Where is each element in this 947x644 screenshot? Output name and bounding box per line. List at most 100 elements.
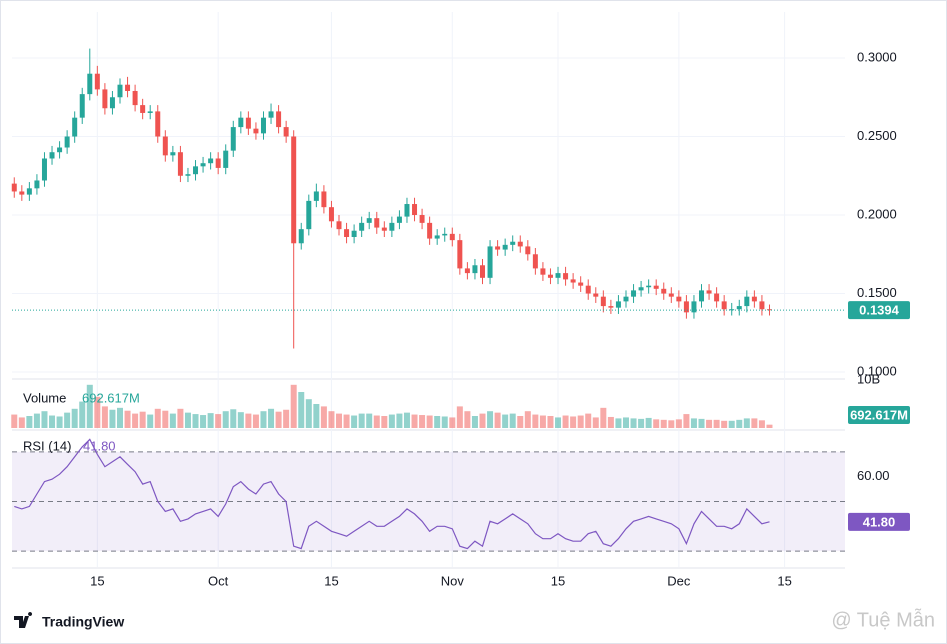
pane-value: 692.617M — [82, 390, 140, 405]
volume-bar — [116, 407, 123, 428]
volume-bar — [358, 413, 365, 428]
candle-body — [532, 254, 538, 269]
volume-bar — [101, 406, 108, 428]
candle-body — [132, 90, 138, 106]
candle-body — [253, 128, 259, 134]
candle-body — [472, 265, 478, 274]
candle-body — [359, 222, 365, 231]
volume-bar — [555, 417, 562, 428]
volume-bar — [64, 412, 71, 428]
candle-body — [502, 244, 508, 250]
candle-body — [336, 221, 342, 230]
candle-body — [276, 111, 282, 128]
volume-bar — [502, 414, 509, 428]
candle-body — [389, 222, 395, 231]
x-tick-label: 15 — [551, 573, 565, 588]
volume-bar — [33, 413, 40, 428]
candle-body — [230, 127, 236, 151]
candle-body — [653, 285, 659, 289]
candle-body — [344, 229, 350, 238]
candle-body — [321, 191, 327, 208]
volume-bar — [328, 411, 335, 428]
volume-bar — [653, 419, 660, 428]
volume-bar — [207, 413, 214, 428]
candle-body — [64, 136, 70, 148]
y-tick-label: 0.2000 — [857, 206, 897, 221]
rsi-label-text: 41.80 — [863, 514, 896, 529]
candle-body — [193, 166, 199, 175]
volume-bar — [71, 408, 78, 428]
last-price-label: 0.1394 — [848, 301, 910, 320]
volume-bar — [766, 424, 773, 428]
volume-bar — [94, 396, 101, 428]
candle-body — [19, 191, 25, 195]
x-tick-label: Nov — [441, 573, 465, 588]
y-tick-label: 0.1000 — [857, 363, 897, 378]
volume-bar — [320, 406, 327, 428]
volume-bar — [18, 417, 25, 428]
volume-label-text: 692.617M — [850, 407, 908, 422]
volume-bar — [132, 413, 139, 428]
candle-body — [94, 73, 100, 90]
candle-body — [683, 301, 689, 313]
logo-text: TradingView — [42, 614, 124, 630]
volume-bar — [683, 414, 690, 428]
x-tick-label: Dec — [667, 573, 691, 588]
y-tick-label: 10B — [857, 371, 880, 386]
volume-bar — [585, 413, 592, 428]
volume-bar — [268, 408, 275, 428]
candle-body — [706, 290, 712, 294]
volume-bar — [562, 415, 569, 428]
candle-body — [517, 241, 523, 247]
candle-body — [585, 285, 591, 294]
rsi-label: 41.80 — [848, 512, 910, 531]
candle-body — [404, 204, 410, 217]
volume-bar — [668, 420, 675, 428]
candle-body — [41, 158, 47, 181]
x-tick-label: 15 — [777, 573, 791, 588]
pane-title: Volume — [23, 390, 66, 405]
volume-bar — [539, 415, 546, 428]
candle-body — [510, 241, 516, 245]
candle-body — [729, 309, 735, 311]
candle-body — [487, 246, 493, 278]
volume-bar — [411, 414, 418, 428]
volume-bar — [434, 416, 441, 428]
volume-bar — [577, 415, 584, 428]
candle-body — [668, 293, 674, 297]
volume-bar — [290, 384, 297, 428]
candle-body — [366, 218, 372, 223]
volume-bar — [403, 412, 410, 428]
volume-label-box — [848, 406, 910, 424]
candle-body — [691, 301, 697, 313]
volume-bar — [230, 409, 237, 428]
candle-body — [140, 105, 146, 113]
candle-body — [34, 180, 40, 189]
x-tick-label: Oct — [208, 573, 229, 588]
candle-body — [11, 183, 17, 192]
last-price-label-box — [848, 301, 910, 320]
volume-bar — [532, 414, 539, 428]
candle-body — [759, 301, 765, 310]
candle-body — [351, 230, 357, 238]
candle-body — [57, 147, 63, 153]
volume-bar — [524, 411, 531, 428]
candle-body — [721, 301, 727, 310]
volume-bar — [215, 414, 222, 428]
volume-bar — [283, 409, 290, 428]
candle-body — [464, 268, 470, 274]
candle-body — [563, 273, 569, 280]
volume-bar — [464, 411, 471, 428]
volume-bar — [147, 414, 154, 428]
volume-bar — [675, 419, 682, 428]
candle-body — [676, 296, 682, 302]
last-price-label-text: 0.1394 — [859, 303, 900, 318]
y-tick-label: 0.2500 — [857, 128, 897, 143]
candle-body — [766, 309, 772, 311]
volume-bar — [607, 416, 614, 428]
candle-body — [260, 117, 266, 134]
candle-body — [434, 235, 440, 239]
volume-bar — [86, 384, 93, 428]
